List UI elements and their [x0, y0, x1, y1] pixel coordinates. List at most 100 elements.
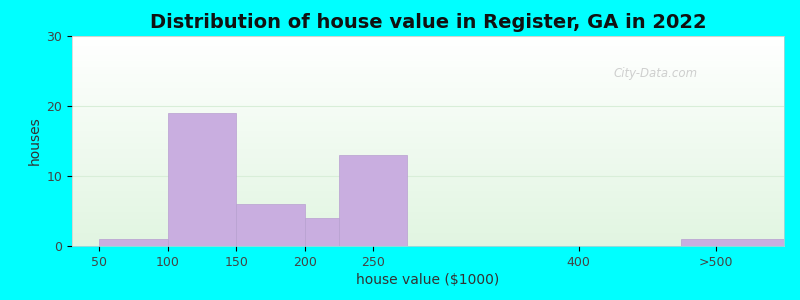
Bar — [72, 225, 784, 227]
Bar — [72, 168, 784, 170]
Bar — [72, 116, 784, 118]
Bar — [72, 93, 784, 95]
Bar — [72, 185, 784, 187]
Bar — [72, 95, 784, 97]
Bar — [305, 218, 339, 246]
Bar — [72, 200, 784, 202]
Bar — [72, 51, 784, 53]
Bar — [72, 181, 784, 183]
Bar — [72, 236, 784, 238]
Bar — [72, 242, 784, 244]
Bar — [72, 70, 784, 72]
Text: City-Data.com: City-Data.com — [613, 67, 698, 80]
Bar — [72, 206, 784, 208]
Bar — [72, 107, 784, 110]
Bar — [72, 36, 784, 38]
Bar — [72, 38, 784, 40]
Bar — [72, 57, 784, 59]
Bar — [72, 166, 784, 168]
Bar — [72, 160, 784, 162]
Bar — [72, 53, 784, 55]
Bar — [168, 113, 236, 246]
Bar — [72, 141, 784, 143]
Bar — [72, 204, 784, 206]
Bar — [72, 162, 784, 164]
Bar — [72, 196, 784, 198]
Bar — [72, 208, 784, 210]
Bar — [72, 202, 784, 204]
Bar — [72, 154, 784, 156]
Bar — [72, 63, 784, 65]
Bar — [72, 217, 784, 219]
Bar — [72, 179, 784, 181]
Y-axis label: houses: houses — [28, 117, 42, 165]
Bar — [72, 103, 784, 105]
Bar — [72, 78, 784, 80]
Bar — [72, 65, 784, 68]
Bar — [339, 155, 407, 246]
Bar — [72, 97, 784, 99]
Bar — [72, 177, 784, 179]
Bar — [72, 164, 784, 166]
Bar — [72, 238, 784, 240]
Bar — [72, 44, 784, 46]
Bar — [72, 128, 784, 130]
Bar — [72, 130, 784, 133]
Bar — [72, 194, 784, 196]
Bar — [72, 59, 784, 61]
Bar — [72, 183, 784, 185]
Bar — [72, 99, 784, 101]
Bar — [99, 239, 168, 246]
Bar — [72, 68, 784, 70]
Bar — [72, 244, 784, 246]
Bar — [72, 147, 784, 149]
Bar — [72, 88, 784, 91]
Bar — [72, 55, 784, 57]
Bar — [72, 133, 784, 135]
Bar — [72, 189, 784, 191]
Bar — [72, 149, 784, 152]
Bar — [72, 137, 784, 139]
Bar — [72, 122, 784, 124]
Bar — [72, 46, 784, 49]
Bar — [72, 86, 784, 88]
Bar — [72, 229, 784, 231]
Bar — [72, 91, 784, 93]
Bar — [72, 74, 784, 76]
Bar — [72, 221, 784, 223]
Bar — [72, 175, 784, 177]
Bar — [72, 124, 784, 126]
Bar — [72, 80, 784, 82]
Bar — [72, 231, 784, 233]
Bar — [72, 198, 784, 200]
Bar — [72, 110, 784, 112]
X-axis label: house value ($1000): house value ($1000) — [356, 273, 500, 287]
Bar — [72, 84, 784, 86]
Bar — [72, 158, 784, 160]
Bar — [72, 120, 784, 122]
Bar — [72, 156, 784, 158]
Bar — [72, 82, 784, 84]
Bar — [72, 187, 784, 189]
Bar — [72, 118, 784, 120]
Bar — [72, 61, 784, 63]
Bar — [72, 135, 784, 137]
Bar — [72, 139, 784, 141]
Bar — [72, 240, 784, 242]
Bar — [72, 114, 784, 116]
Bar — [72, 210, 784, 212]
Bar — [72, 172, 784, 175]
Bar — [72, 227, 784, 229]
Bar — [72, 72, 784, 74]
Bar — [72, 170, 784, 172]
Bar — [72, 126, 784, 128]
Bar — [72, 191, 784, 194]
Bar — [72, 233, 784, 236]
Title: Distribution of house value in Register, GA in 2022: Distribution of house value in Register,… — [150, 13, 706, 32]
Bar — [682, 239, 784, 246]
Bar — [72, 40, 784, 42]
Bar — [72, 214, 784, 217]
Bar — [236, 204, 305, 246]
Bar — [72, 143, 784, 145]
Bar — [72, 105, 784, 107]
